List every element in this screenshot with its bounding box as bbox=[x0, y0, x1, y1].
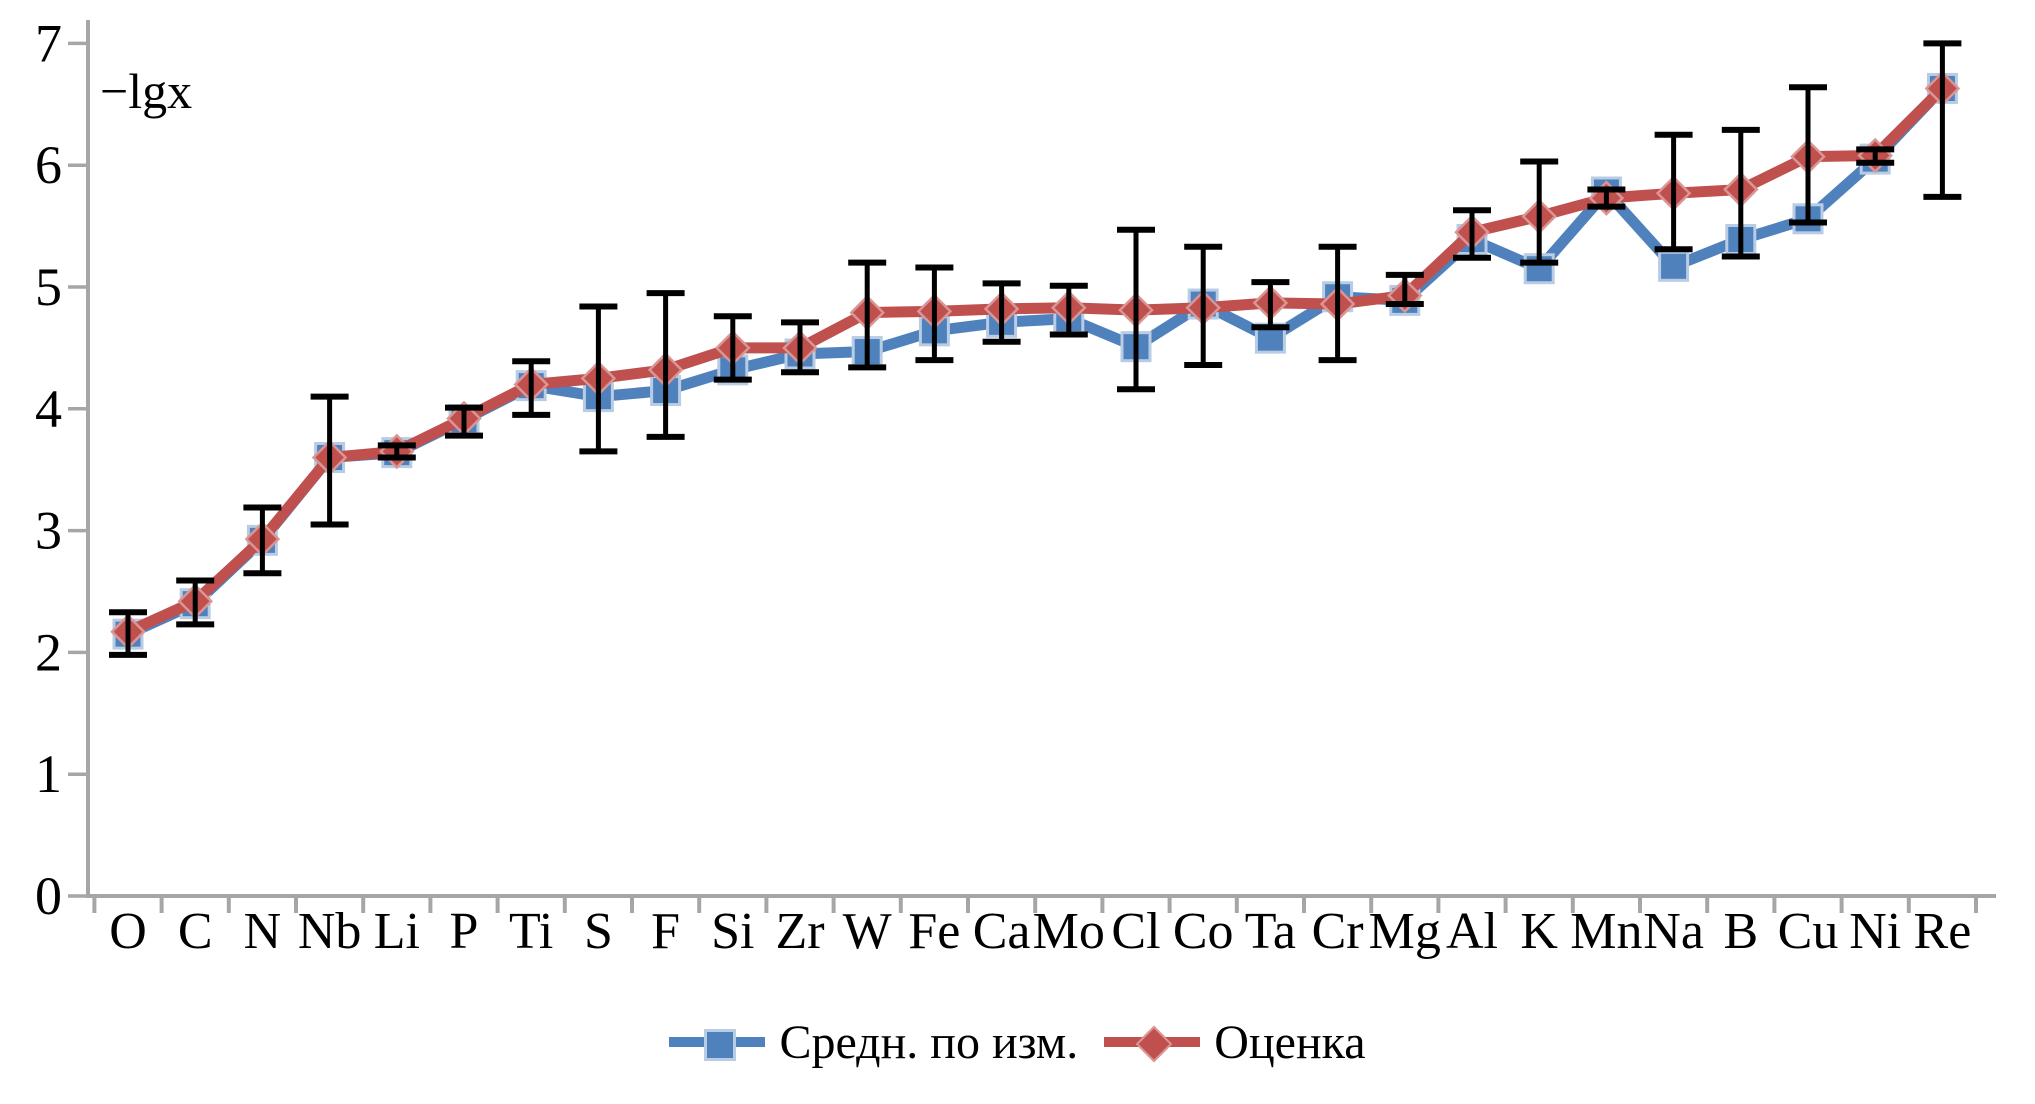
x-category-label: N bbox=[244, 903, 282, 960]
legend-swatch-estimate bbox=[1104, 1014, 1201, 1070]
x-category-label: Zr bbox=[775, 903, 824, 960]
x-category-label: Ta bbox=[1245, 903, 1296, 960]
x-category-label: Si bbox=[711, 903, 754, 960]
legend-label-estimate: Оценка bbox=[1214, 1015, 1366, 1069]
chart-legend: Средн. по изм. Оценка bbox=[0, 1014, 2035, 1070]
legend-diamond-marker-icon bbox=[1135, 1025, 1173, 1063]
x-category-label: F bbox=[651, 903, 680, 960]
x-category-label: Re bbox=[1914, 903, 1972, 960]
x-category-label: Fe bbox=[908, 903, 960, 960]
marker-square-measured bbox=[1658, 250, 1690, 282]
x-category-label: Mn bbox=[1570, 903, 1642, 960]
legend-item-measured: Средн. по изм. bbox=[669, 1014, 1078, 1070]
series-line-measured bbox=[125, 84, 1947, 640]
x-category-label: Al bbox=[1446, 903, 1498, 960]
x-category-label: Li bbox=[374, 903, 420, 960]
legend-label-measured: Средн. по изм. bbox=[779, 1015, 1079, 1069]
y-tick-label: 3 bbox=[35, 501, 62, 561]
x-category-label: C bbox=[178, 903, 213, 960]
y-axis-label: −lgx bbox=[100, 63, 193, 119]
y-tick-label: 6 bbox=[35, 135, 62, 195]
x-category-label: Na bbox=[1643, 903, 1704, 960]
series-line-estimate bbox=[125, 84, 1947, 637]
x-category-label: Mg bbox=[1369, 903, 1441, 960]
x-category-label: Ti bbox=[509, 903, 553, 960]
x-category-label: Nb bbox=[298, 903, 362, 960]
x-category-label: K bbox=[1520, 903, 1558, 960]
x-category-label: S bbox=[584, 903, 613, 960]
x-category-label: B bbox=[1723, 903, 1758, 960]
y-tick-label: 7 bbox=[35, 13, 62, 73]
y-tick-label: 4 bbox=[35, 379, 62, 439]
x-category-label: Co bbox=[1173, 903, 1234, 960]
legend-item-estimate: Оценка bbox=[1104, 1014, 1366, 1070]
y-tick-label: 0 bbox=[35, 866, 62, 926]
x-category-label: O bbox=[109, 903, 147, 960]
x-category-label: W bbox=[843, 903, 892, 960]
x-category-label: Ca bbox=[973, 903, 1031, 960]
y-tick-label: 1 bbox=[35, 744, 62, 804]
x-category-label: Cu bbox=[1778, 903, 1839, 960]
y-tick-label: 5 bbox=[35, 257, 62, 317]
x-category-label: Ni bbox=[1849, 903, 1901, 960]
x-category-label: Mo bbox=[1033, 903, 1105, 960]
y-tick-label: 2 bbox=[35, 622, 62, 682]
x-category-label: P bbox=[450, 903, 479, 960]
x-category-label: Cr bbox=[1312, 903, 1364, 960]
legend-square-marker-icon bbox=[704, 1029, 737, 1061]
legend-swatch-measured bbox=[669, 1014, 766, 1070]
x-category-label: Cl bbox=[1111, 903, 1160, 960]
